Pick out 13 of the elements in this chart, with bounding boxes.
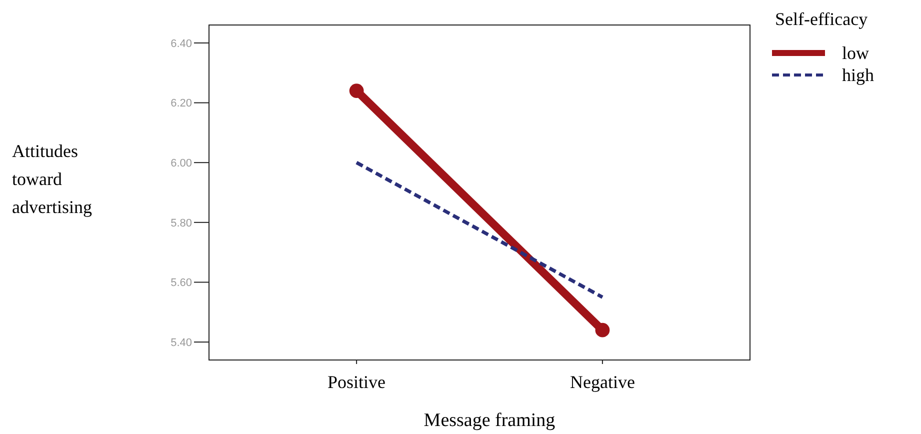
y-tick-label: 6.20	[170, 98, 192, 110]
legend-label: high	[842, 65, 874, 85]
y-axis-title: Attitudes toward advertising	[12, 141, 92, 217]
y-tick-label: 6.40	[170, 38, 192, 50]
x-tick-label: Positive	[328, 372, 386, 392]
legend-title: Self-efficacy	[775, 9, 868, 29]
x-axis-title: Message framing	[424, 410, 556, 431]
x-tick-label: Negative	[570, 372, 635, 392]
y-tick-label: 5.40	[170, 336, 192, 349]
legend-label: low	[842, 43, 869, 63]
y-tick-label: 5.60	[170, 277, 192, 290]
y-tick-label: 5.80	[170, 217, 192, 230]
y-tick-label: 6.00	[170, 157, 192, 170]
